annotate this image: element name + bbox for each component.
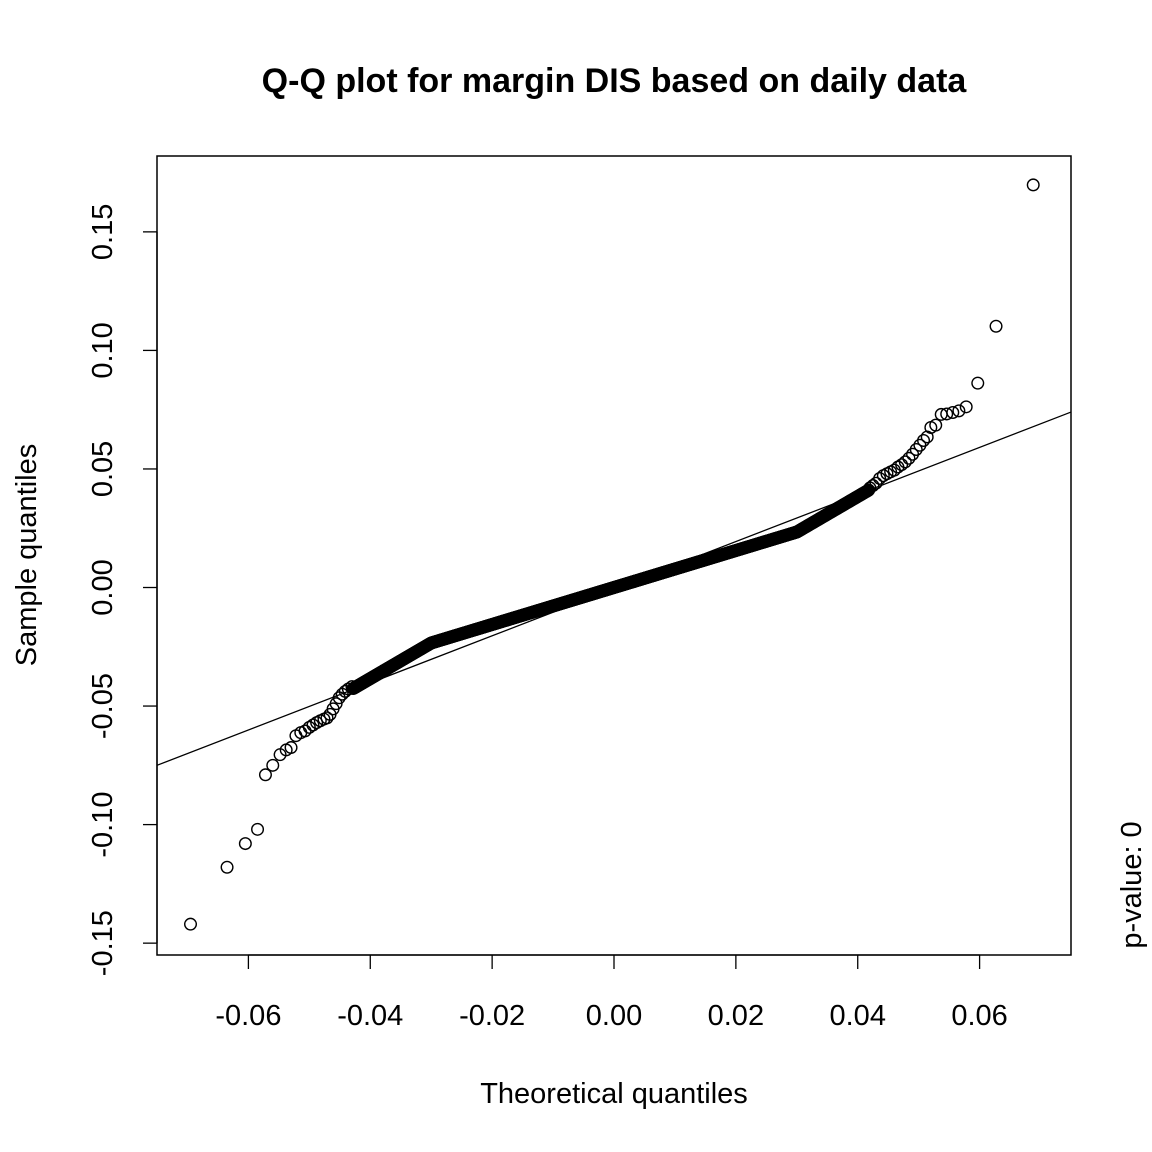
x-axis-label: Theoretical quantiles (480, 1078, 748, 1110)
data-point (258, 768, 272, 782)
chart-title: Q-Q plot for margin DIS based on daily d… (262, 62, 968, 100)
y-tick-label: 0.00 (87, 559, 119, 615)
data-point (1026, 178, 1040, 192)
data-point (320, 711, 334, 725)
data-point (909, 443, 923, 457)
data-point (902, 451, 916, 465)
data-point (862, 483, 876, 497)
data-point (917, 434, 931, 448)
data-point (946, 406, 960, 420)
y-tick-label: 0.05 (87, 441, 119, 497)
y-tick-label: -0.15 (87, 910, 119, 976)
data-point (929, 418, 943, 432)
data-point (940, 407, 954, 421)
data-points (184, 178, 1040, 931)
x-tick-label: -0.06 (215, 1000, 281, 1032)
data-point (238, 837, 252, 851)
x-tick-label: -0.04 (337, 1000, 403, 1032)
data-point (329, 697, 343, 711)
data-point (971, 376, 985, 390)
y-tick-label: 0.15 (87, 204, 119, 260)
data-point (989, 319, 1003, 333)
x-axis: -0.06 -0.04 -0.02 0.00 0.02 0.04 0.06 (215, 954, 1008, 1032)
data-point (251, 822, 265, 836)
y-tick-label: -0.10 (87, 792, 119, 858)
data-point (952, 404, 966, 418)
data-point (895, 458, 909, 472)
data-point (302, 720, 316, 734)
y-tick-label: -0.05 (87, 673, 119, 739)
x-tick-label: 0.06 (951, 1000, 1007, 1032)
plot-frame (156, 155, 1072, 956)
data-point (220, 860, 234, 874)
data-point (898, 455, 912, 469)
data-point (284, 741, 298, 755)
y-tick-label: 0.10 (87, 322, 119, 378)
x-tick-label: -0.02 (459, 1000, 525, 1032)
x-tick-label: 0.02 (708, 1000, 764, 1032)
data-point (266, 758, 280, 772)
x-tick-label: 0.04 (830, 1000, 886, 1032)
data-point (959, 400, 973, 414)
y-axis-label: Sample quantiles (11, 444, 43, 666)
data-point (184, 917, 198, 931)
p-value-note: p-value: 0 (1116, 821, 1148, 948)
data-point (306, 718, 320, 732)
x-tick-label: 0.00 (586, 1000, 642, 1032)
data-point (873, 471, 887, 485)
